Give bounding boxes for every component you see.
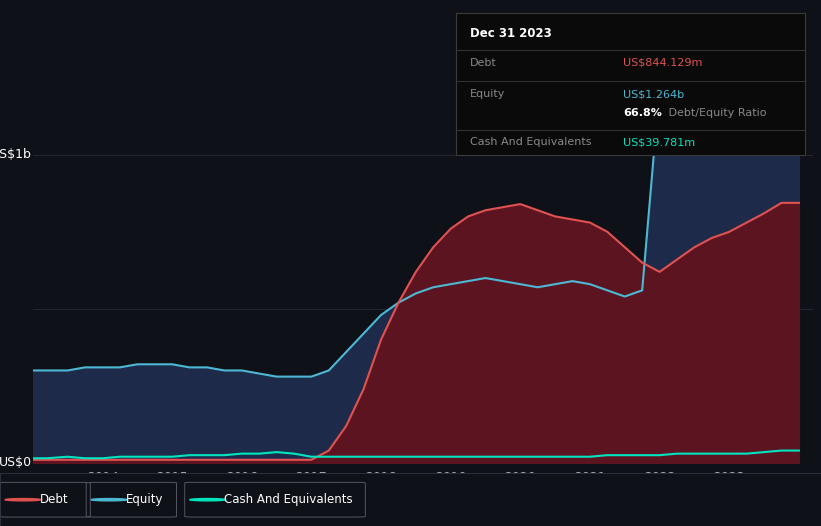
Text: Cash And Equivalents: Cash And Equivalents [470, 137, 591, 147]
Text: Equity: Equity [470, 89, 505, 99]
Circle shape [5, 499, 41, 501]
Circle shape [91, 499, 127, 501]
Text: Equity: Equity [126, 493, 163, 506]
Text: Debt: Debt [39, 493, 68, 506]
Text: US$844.129m: US$844.129m [623, 58, 703, 68]
Text: US$1b: US$1b [0, 148, 32, 161]
Text: 66.8%: 66.8% [623, 107, 662, 118]
Circle shape [190, 499, 226, 501]
Text: US$0: US$0 [0, 457, 32, 469]
Text: US$1.264b: US$1.264b [623, 89, 684, 99]
Text: US$39.781m: US$39.781m [623, 137, 695, 147]
Text: Dec 31 2023: Dec 31 2023 [470, 27, 552, 41]
Text: Debt/Equity Ratio: Debt/Equity Ratio [665, 107, 767, 118]
Text: Debt: Debt [470, 58, 497, 68]
Text: Cash And Equivalents: Cash And Equivalents [224, 493, 353, 506]
